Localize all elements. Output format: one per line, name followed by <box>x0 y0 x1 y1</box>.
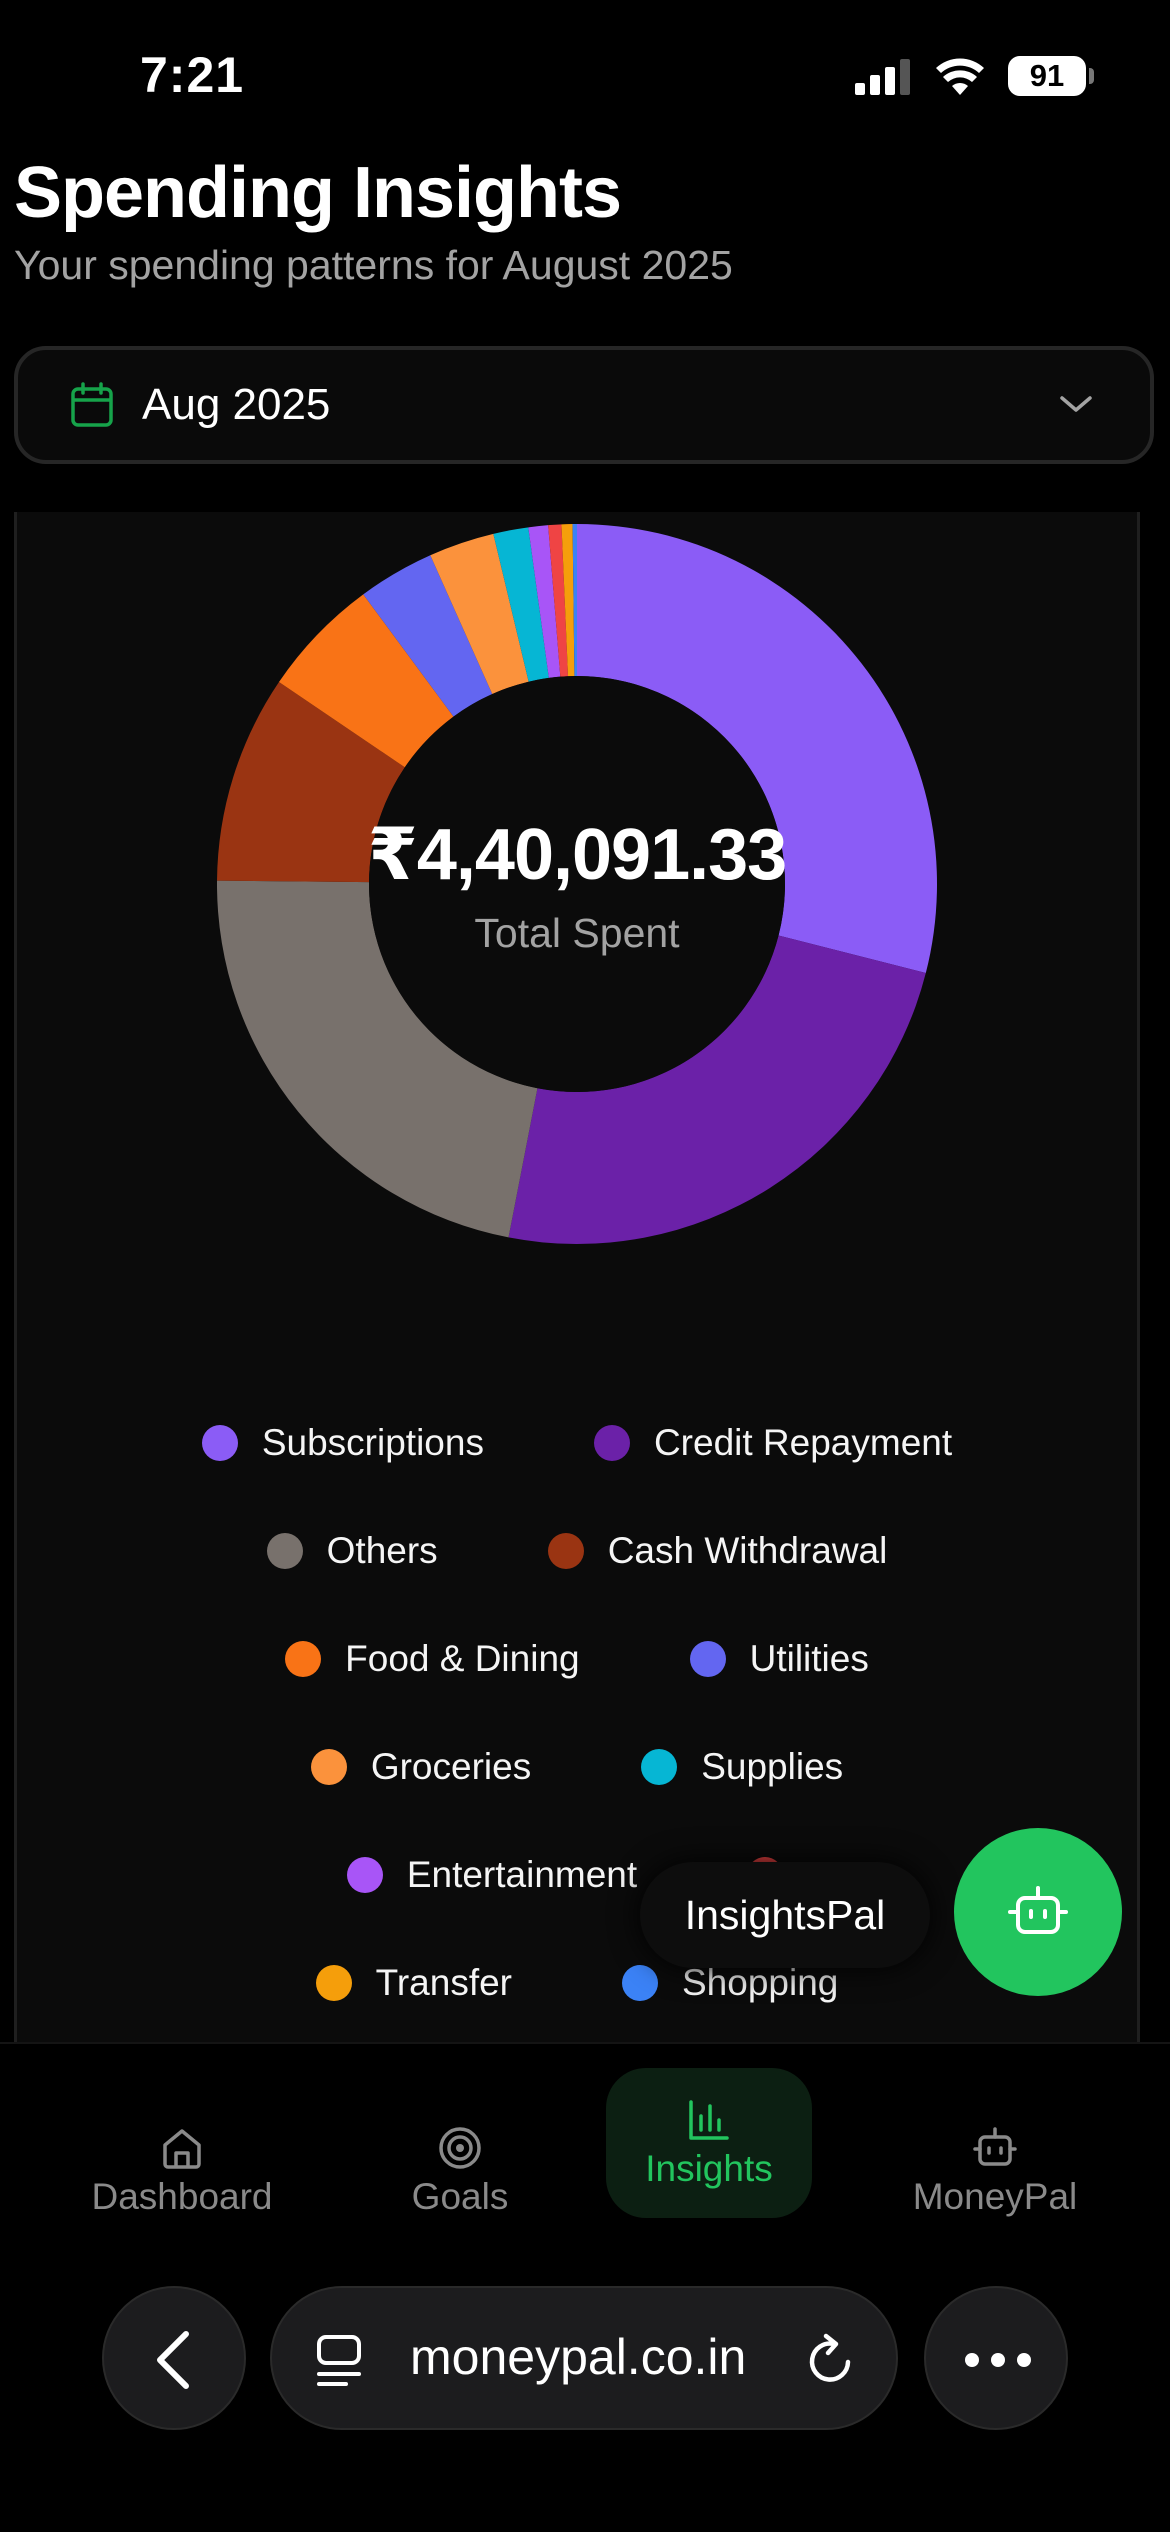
nav-item-goals[interactable]: Goals <box>370 2084 550 2234</box>
legend-item[interactable]: Groceries <box>310 1746 532 1788</box>
legend-swatch <box>641 1749 678 1785</box>
bar-chart-icon <box>689 2100 729 2140</box>
legend-item[interactable]: Utilities <box>689 1638 869 1680</box>
nav-label-goals: Goals <box>411 2176 509 2217</box>
legend-item[interactable]: Subscriptions <box>201 1422 484 1464</box>
more-icon <box>965 2353 1031 2367</box>
legend-label: Transfer <box>375 1962 512 2003</box>
legend-swatch <box>547 1533 584 1569</box>
browser-url: moneypal.co.in <box>410 2329 747 2385</box>
page-menu-icon <box>317 2335 361 2386</box>
month-select-value: Aug 2025 <box>142 380 331 429</box>
total-spent-value: ₹4,40,091.33 <box>367 815 787 895</box>
status-time: 7:21 <box>140 47 245 103</box>
total-spent-label: Total Spent <box>474 910 680 956</box>
nav-label-moneypal: MoneyPal <box>912 2176 1078 2217</box>
legend-item[interactable]: Shopping <box>622 1962 838 2004</box>
legend-swatch <box>346 1857 383 1893</box>
donut-slice-shopping[interactable] <box>572 524 577 677</box>
bottom-nav: Dashboard Goals Insights MoneyPal <box>0 2042 1170 2274</box>
page-title: Spending Insights <box>14 153 622 233</box>
legend-row: Groceries Supplies <box>17 1746 1137 1788</box>
legend-label: Supplies <box>701 1746 844 1787</box>
insightspal-button[interactable] <box>954 1828 1122 1996</box>
donut-slice-utilities[interactable] <box>363 555 493 717</box>
legend-label: Subscriptions <box>261 1422 484 1463</box>
nav-label-insights: Insights <box>645 2148 773 2189</box>
legend-label: Groceries <box>370 1746 532 1787</box>
legend-item[interactable]: Transfer <box>315 1962 512 2004</box>
legend-row: Others Cash Withdrawal <box>17 1530 1137 1572</box>
legend-swatch <box>622 1965 658 2001</box>
donut-slice-cash-withdrawal[interactable] <box>217 682 405 883</box>
donut-slice-entertainment[interactable] <box>528 525 561 678</box>
donut-slice-credit-repayment[interactable] <box>508 935 926 1244</box>
month-select[interactable]: Aug 2025 <box>14 346 1154 464</box>
nav-item-insights[interactable]: Insights <box>606 2068 812 2218</box>
battery-indicator: 91 <box>1008 56 1086 96</box>
legend-label: Credit Repayment <box>653 1422 953 1463</box>
donut-slice-transfer[interactable] <box>561 524 575 677</box>
legend-item[interactable]: Others <box>266 1530 438 1572</box>
robot-icon <box>973 2127 1017 2166</box>
chevron-left-icon <box>157 2331 189 2389</box>
nav-label-dashboard: Dashboard <box>91 2176 273 2217</box>
legend-swatch <box>201 1425 238 1461</box>
nav-item-dashboard[interactable]: Dashboard <box>62 2084 302 2234</box>
nav-item-moneypal[interactable]: MoneyPal <box>880 2084 1110 2234</box>
target-icon <box>439 2127 481 2169</box>
donut-slice-unlabeled-9[interactable] <box>548 524 569 677</box>
donut-slice-groceries[interactable] <box>430 533 529 695</box>
chevron-down-icon <box>1060 396 1092 412</box>
reload-icon[interactable] <box>804 2332 858 2388</box>
legend-label: Others <box>326 1530 438 1571</box>
donut-slice-subscriptions[interactable] <box>577 524 937 974</box>
cellular-signal-icon <box>855 59 910 95</box>
legend-label: Utilities <box>749 1638 869 1679</box>
legend-swatch <box>310 1749 347 1785</box>
legend-swatch <box>593 1425 630 1461</box>
battery-cap <box>1089 68 1094 84</box>
browser-back-button[interactable] <box>102 2286 246 2430</box>
legend-swatch <box>689 1641 726 1677</box>
browser-more-button[interactable] <box>924 2286 1068 2430</box>
robot-icon <box>1008 1886 1068 1934</box>
donut-hole <box>369 676 785 1092</box>
legend-item[interactable]: Cash Withdrawal <box>547 1530 888 1572</box>
legend-item[interactable]: Supplies <box>641 1746 843 1788</box>
legend-row: Transfer Shopping <box>17 1962 1137 2004</box>
home-icon <box>163 2129 201 2169</box>
legend-item[interactable]: Entertainment <box>346 1854 638 1896</box>
donut-slice-supplies[interactable] <box>493 527 549 682</box>
legend-swatch <box>266 1533 303 1569</box>
status-bar: 7:21 91 <box>0 0 1170 150</box>
legend-swatch <box>285 1641 322 1677</box>
legend-label: Shopping <box>682 1962 839 2003</box>
spending-chart-card: ₹4,40,091.33 Total Spent Subscriptions Cr… <box>14 512 1140 2042</box>
legend-item[interactable]: Credit Repayment <box>593 1422 953 1464</box>
legend-label: Cash Withdrawal <box>607 1530 888 1571</box>
legend-item[interactable]: Food & Dining <box>285 1638 580 1680</box>
wifi-icon <box>936 58 984 95</box>
page-subtitle: Your spending patterns for August 2025 <box>14 242 733 288</box>
donut-slice-food-dining[interactable] <box>278 594 454 768</box>
legend-label: Food & Dining <box>345 1638 580 1679</box>
legend-row: Subscriptions Credit Repayment <box>17 1422 1137 1464</box>
legend-swatch <box>315 1965 352 2001</box>
insightspal-label[interactable]: InsightsPal <box>640 1862 930 1968</box>
browser-url-bar[interactable]: moneypal.co.in <box>270 2286 898 2430</box>
spending-donut-chart <box>217 524 937 1244</box>
donut-slice-others[interactable] <box>217 880 538 1238</box>
legend-label: Entertainment <box>406 1854 638 1895</box>
legend-row: Food & Dining Utilities <box>17 1638 1137 1680</box>
calendar-icon <box>71 382 113 427</box>
